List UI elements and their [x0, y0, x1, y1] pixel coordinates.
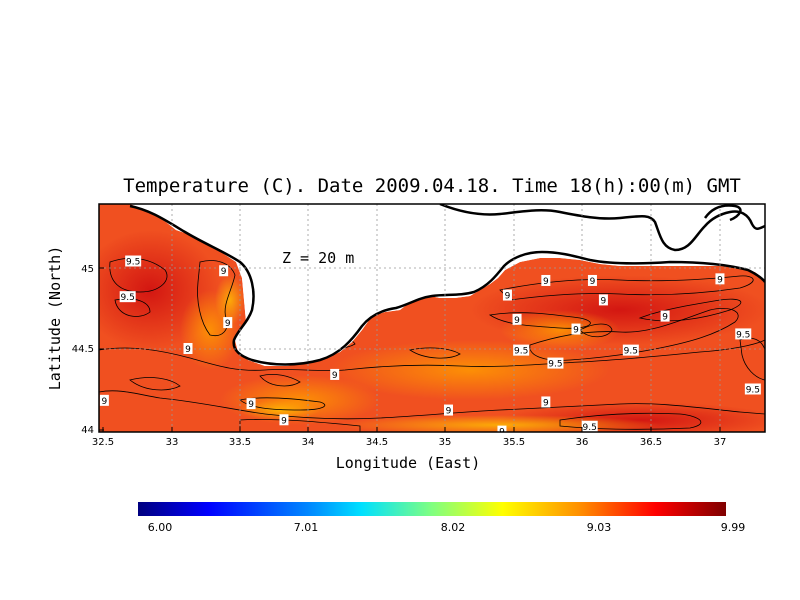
- contour-label-box: [125, 255, 142, 267]
- colorbar: 6.00 7.01 8.02 9.03 9.99: [138, 502, 745, 534]
- contour-label-box: [330, 368, 340, 380]
- x-tick-label: 35: [439, 437, 452, 448]
- contour-label: 9.5: [121, 293, 135, 303]
- contour-label: 9: [499, 428, 505, 438]
- contour-label: 9.5: [126, 258, 140, 268]
- x-tick-label: 32.5: [92, 437, 114, 448]
- gridlines: [99, 204, 765, 432]
- x-tick-label: 36: [576, 437, 589, 448]
- contour-label-box: [513, 344, 530, 356]
- coastline-cape: [703, 204, 742, 222]
- contour-label-box: [219, 265, 229, 277]
- contour-label: 9: [281, 416, 287, 426]
- yellow-patch-3: [240, 400, 320, 420]
- contour-label: 9.5: [583, 423, 597, 433]
- x-axis-label: Longitude (East): [336, 454, 481, 472]
- colorbar-gradient: [138, 502, 726, 516]
- contour-label: 9.5: [624, 347, 638, 357]
- yellow-patch-2: [215, 275, 245, 325]
- contour-label-box: [735, 328, 752, 340]
- chart-title: Temperature (C). Date 2009.04.18. Time 1…: [123, 175, 741, 197]
- y-tick-label: 44.5: [72, 344, 94, 355]
- contour-label-box: [660, 310, 670, 322]
- y-axis-label: Latitude (North): [46, 246, 64, 391]
- colorbar-tick-label: 8.02: [441, 521, 466, 534]
- contour-label: 9: [505, 292, 511, 302]
- contour-label: 9: [514, 316, 520, 326]
- depth-annotation: Z = 20 m: [282, 249, 354, 267]
- contour-label-box: [99, 394, 109, 406]
- contour-label: 9: [185, 345, 191, 355]
- land-area: [130, 204, 765, 366]
- x-axis: 32.5 33 33.5 34 34.5 35 35.5 36 36.5 37: [92, 427, 727, 448]
- contour-label-box: [119, 291, 136, 303]
- contour-label: 9: [221, 267, 227, 277]
- contour-label-box: [622, 344, 639, 356]
- contour-label: 9: [543, 277, 549, 287]
- plot-frame: [98, 203, 766, 433]
- contour-label: 9.5: [548, 360, 562, 370]
- colorbar-tick-label: 9.99: [721, 521, 746, 534]
- y-axis: 44 44.5 45: [72, 264, 104, 436]
- colorbar-tick-label: 7.01: [294, 521, 319, 534]
- x-tick-label: 35.5: [503, 437, 525, 448]
- contour-label: 9: [717, 275, 723, 285]
- contour-label-box: [183, 343, 193, 354]
- x-tick-label: 37: [714, 437, 727, 448]
- contour-label: 9: [573, 326, 579, 336]
- colorbar-tick-label: 9.03: [587, 521, 612, 534]
- warm-patch-2: [330, 340, 610, 400]
- contour-label: 9: [601, 296, 607, 306]
- contour-label-box: [571, 323, 581, 335]
- contour-label-box: [279, 414, 289, 426]
- y-tick-label: 44: [81, 425, 94, 436]
- contour-label-box: [715, 273, 725, 285]
- contour-label-box: [512, 313, 522, 325]
- contour-label-box: [587, 274, 597, 286]
- contour-label: 9: [248, 400, 254, 410]
- contour-label: 9: [662, 313, 668, 323]
- contour-label: 9: [446, 407, 452, 417]
- warm-patch-4: [500, 310, 620, 350]
- x-tick-label: 33.5: [229, 437, 251, 448]
- contour-label: 9.5: [736, 330, 750, 340]
- contour-label: 9: [102, 397, 108, 407]
- contour-label: 9.5: [746, 386, 760, 396]
- contour-label: 9: [590, 277, 596, 287]
- contour-label-box: [744, 383, 761, 395]
- contour-label: 9: [225, 319, 231, 329]
- x-tick-label: 34.5: [366, 437, 388, 448]
- y-tick-label: 45: [81, 264, 94, 275]
- contour-label-box: [541, 274, 551, 286]
- contour-label-box: [223, 317, 233, 329]
- contour-label-box: [547, 357, 564, 369]
- coastline: [129, 204, 765, 366]
- x-tick-label: 36.5: [640, 437, 662, 448]
- contour-label-box: [598, 294, 608, 306]
- coastline-north: [439, 204, 765, 252]
- contour-label-box: [443, 404, 453, 416]
- contour-label: 9: [332, 371, 338, 381]
- contour-label-box: [581, 420, 598, 432]
- contour-label-box: [502, 289, 512, 301]
- colorbar-tick-label: 6.00: [148, 521, 173, 534]
- contour-label-box: [497, 425, 507, 432]
- contour-label-box: [541, 396, 551, 408]
- x-tick-label: 34: [302, 437, 315, 448]
- contour-label-box: [246, 398, 256, 410]
- x-tick-label: 33: [166, 437, 179, 448]
- contour-label: 9.5: [514, 347, 528, 357]
- contour-label: 9: [543, 398, 549, 408]
- contour-lines: [99, 257, 765, 432]
